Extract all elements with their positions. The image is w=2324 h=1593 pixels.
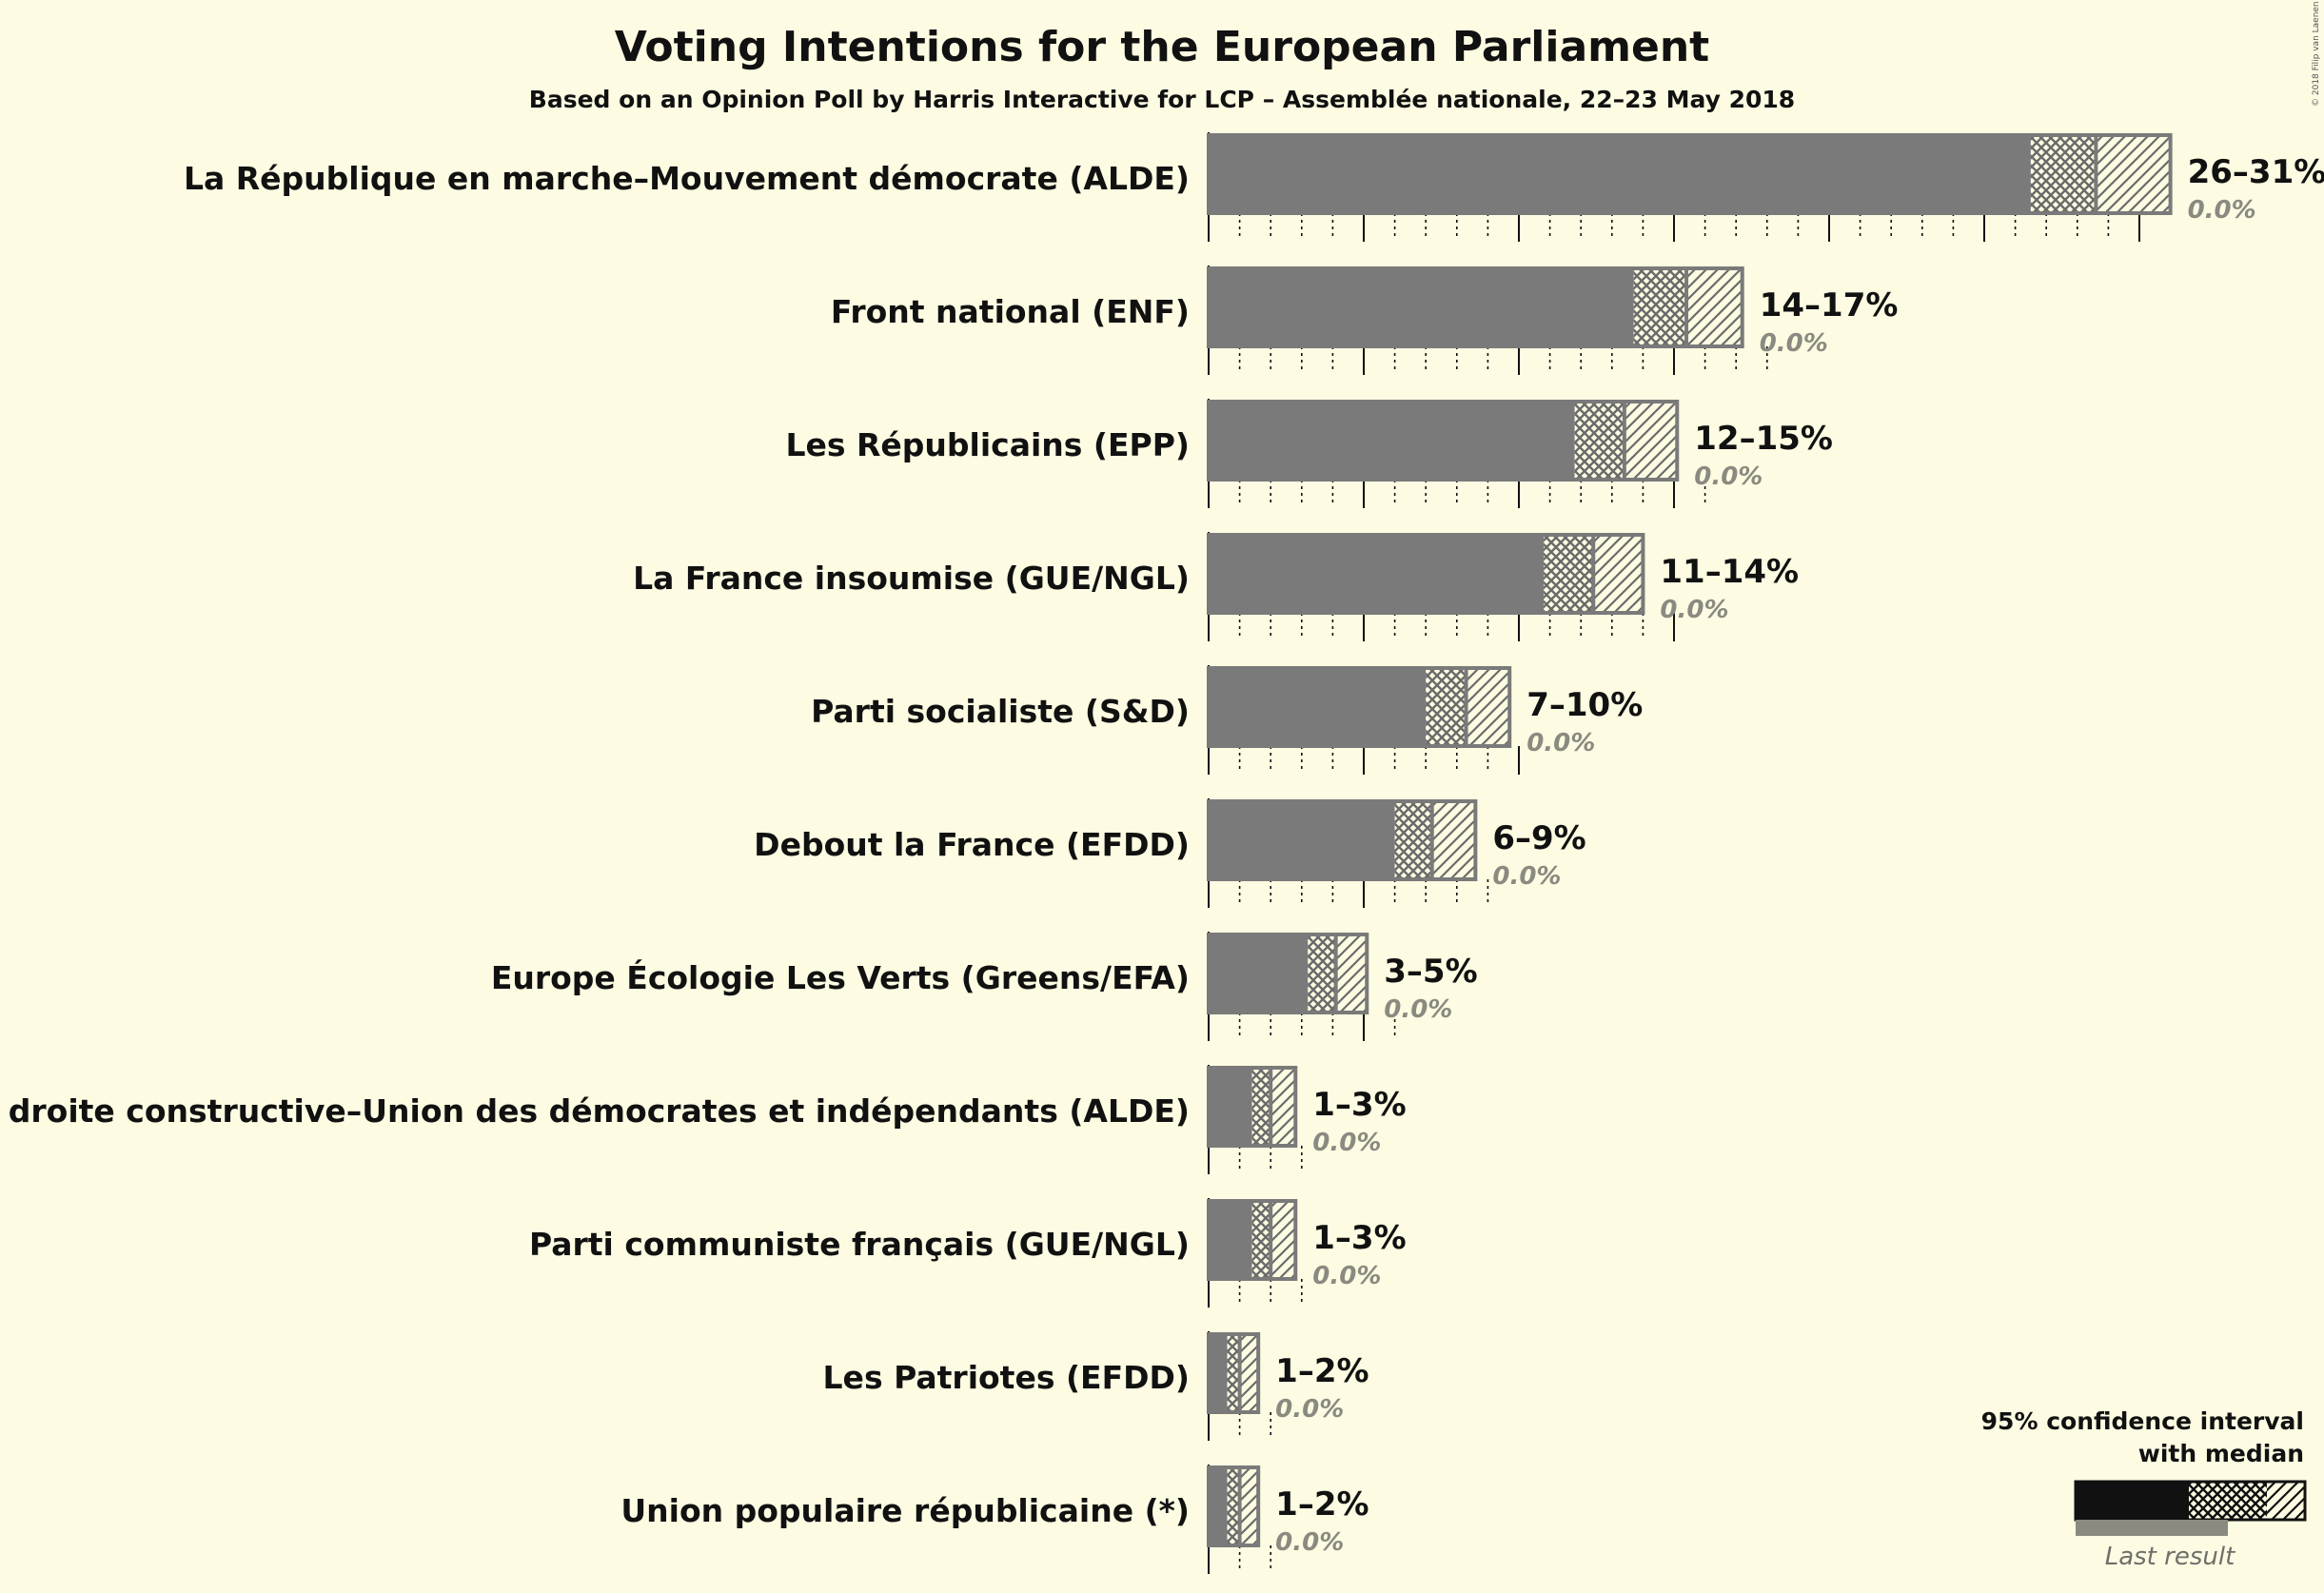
legend-last-result-swatch [2076,1520,2228,1536]
bar-outline [1207,533,1645,615]
bar-outline [1207,133,2173,215]
bar-lower [1209,1201,1252,1279]
bar-lower [1209,535,1545,613]
grid [1208,132,2140,1574]
legend-upper-swatch [2267,1482,2305,1520]
bar-lower [1209,402,1575,480]
legend: 95% confidence interval with median Last… [1981,1407,2307,1571]
bar-upper-band [1466,668,1510,746]
legend-title-line2: with median [2138,1440,2304,1467]
last-result-label: 0.0% [1694,462,1763,491]
last-result-label: 0.0% [1312,1129,1381,1157]
bar-lower [1209,801,1395,879]
bar-median-band [1544,535,1594,613]
bar-outline [1207,266,1744,348]
bar-upper-band [1593,535,1644,613]
legend-title-line1: 95% confidence interval [1981,1407,2304,1435]
bar-median-band [1227,1467,1240,1545]
party-label: La France insoumise (GUE/NGL) [633,560,1190,597]
range-label: 1–2% [1275,1352,1369,1390]
party-label: Parti communiste français (GUE/NGL) [529,1226,1190,1263]
party-label: Les Patriotes (EFDD) [823,1359,1190,1396]
chart-subtitle: Based on an Opinion Poll by Harris Inter… [529,86,1795,113]
range-label: 3–5% [1384,953,1477,991]
bar-outline [1207,1199,1298,1281]
last-result-label: 0.0% [1275,1395,1344,1424]
party-label: Les Républicains (EPP) [785,426,1190,463]
bar-median-band [1574,402,1625,480]
bar-upper-band [1624,402,1678,480]
bar-upper-band [1270,1201,1296,1279]
last-result-label: 0.0% [1384,995,1452,1024]
range-label: 14–17% [1760,286,1899,324]
party-label: Europe Écologie Les Verts (Greens/EFA) [491,958,1190,996]
bar-upper-band [1270,1068,1296,1146]
legend-last-result-label: Last result [2105,1543,2235,1571]
range-label: 12–15% [1694,420,1833,458]
last-result-label: 0.0% [1492,862,1561,891]
last-result-label: 0.0% [1660,596,1728,624]
range-label: 7–10% [1526,686,1643,724]
range-label: 11–14% [1660,553,1799,591]
range-label: 1–2% [1275,1485,1369,1524]
bar-upper-band [1431,801,1476,879]
bar-outline [1207,1332,1261,1414]
bar-outline [1207,666,1512,748]
bar-median-band [1251,1068,1271,1146]
bar-lower [1209,1068,1252,1146]
bar-median-band [1426,668,1467,746]
bars: La République en marche–Mouvement démocr… [0,133,2324,1557]
bar-upper-band [1239,1467,1259,1545]
party-label: Front national (ENF) [831,293,1190,330]
bar-median-band [1394,801,1432,879]
range-label: 1–3% [1312,1086,1406,1124]
bar-median-band [1251,1201,1271,1279]
bar-outline [1207,933,1369,1014]
chart-title: Voting Intentions for the European Parli… [615,23,1709,71]
legend-lower-swatch [2076,1482,2189,1520]
bar-lower [1209,135,2031,213]
range-label: 6–9% [1492,819,1585,857]
bar-outline [1207,1066,1298,1148]
bar-upper-band [1335,934,1368,1013]
last-result-label: 0.0% [1760,329,1828,358]
range-label: 1–3% [1312,1219,1406,1257]
last-result-label: 0.0% [2188,196,2256,225]
bar-lower [1209,668,1427,746]
bar-upper-band [2096,135,2171,213]
last-result-label: 0.0% [1526,729,1595,757]
party-label: Debout la France (EFDD) [754,826,1190,863]
bar-lower [1209,268,1634,346]
bar-outline [1207,1465,1261,1547]
copyright-text: © 2018 Filip van Laenen [2312,1,2321,107]
party-label: La République en marche–Mouvement démocr… [184,160,1190,197]
bar-median-band [2030,135,2097,213]
bar-lower [1209,934,1309,1013]
party-label: Agir, la droite constructive–Union des d… [0,1092,1190,1130]
bar-outline [1207,400,1680,482]
bar-median-band [1308,934,1336,1013]
bar-upper-band [1239,1334,1259,1412]
bar-upper-band [1686,268,1743,346]
range-label: 26–31% [2188,153,2324,191]
last-result-label: 0.0% [1275,1528,1344,1557]
party-label: Parti socialiste (S&D) [811,693,1190,730]
last-result-label: 0.0% [1312,1262,1381,1290]
bar-median-band [1227,1334,1240,1412]
bar-lower [1209,1334,1228,1412]
bar-median-band [1633,268,1687,346]
bar-lower [1209,1467,1228,1545]
legend-median-swatch [2189,1482,2267,1520]
party-label: Union populaire républicaine (*) [620,1492,1190,1529]
bar-outline [1207,799,1478,881]
